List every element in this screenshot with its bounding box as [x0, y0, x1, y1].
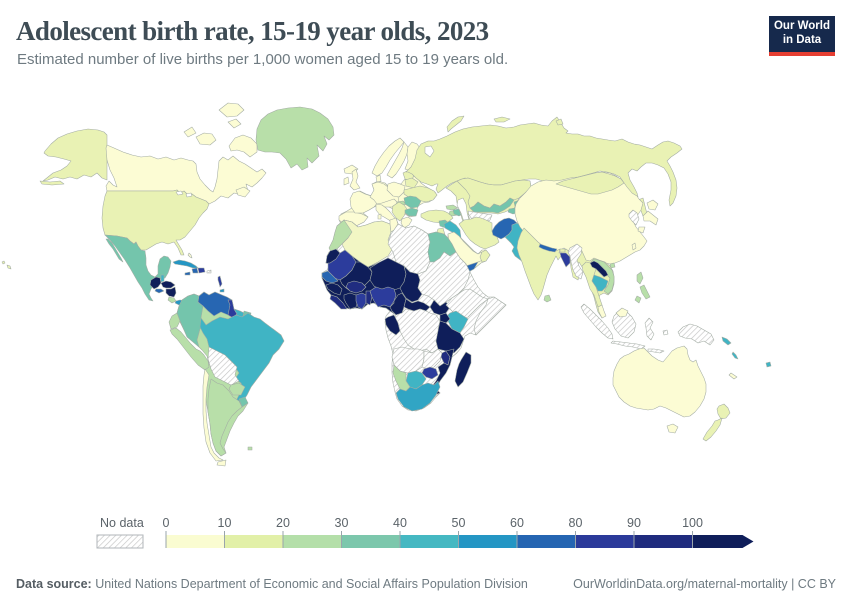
svg-text:50: 50	[452, 516, 466, 530]
svg-text:60: 60	[510, 516, 524, 530]
svg-text:90: 90	[627, 516, 641, 530]
svg-text:40: 40	[393, 516, 407, 530]
svg-text:30: 30	[335, 516, 349, 530]
svg-text:20: 20	[276, 516, 290, 530]
svg-text:10: 10	[218, 516, 232, 530]
svg-text:80: 80	[569, 516, 583, 530]
svg-text:100: 100	[682, 516, 703, 530]
svg-text:0: 0	[163, 516, 170, 530]
svg-text:No data: No data	[100, 516, 144, 530]
